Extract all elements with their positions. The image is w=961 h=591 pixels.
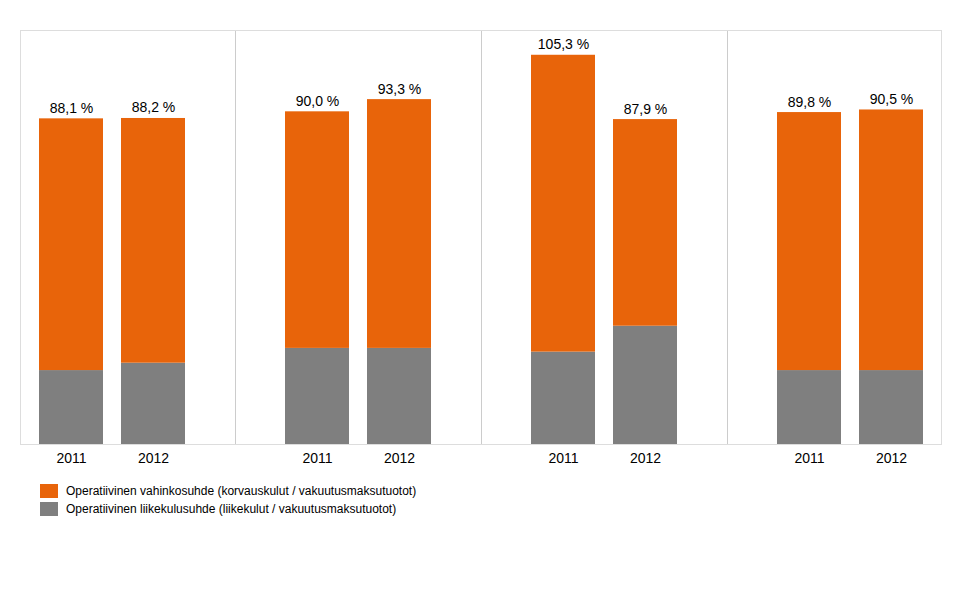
svg-text:2012: 2012 — [138, 450, 169, 466]
svg-text:2011: 2011 — [302, 450, 332, 466]
svg-text:89,8 %: 89,8 % — [788, 94, 832, 110]
svg-text:88,1 %: 88,1 % — [50, 100, 94, 116]
svg-text:2011: 2011 — [548, 450, 578, 466]
svg-text:87,9 %: 87,9 % — [624, 101, 668, 117]
html-text:Operatiivinen vahinkosuhde (ko: Operatiivinen vahinkosuhde (korvauskulut… — [66, 484, 417, 498]
svg-text:105,3 %: 105,3 % — [538, 36, 589, 52]
html-text:Operatiivinen liikekulusuhde (: Operatiivinen liikekulusuhde (liikekulut… — [66, 502, 397, 516]
svg-text:88,2 %: 88,2 % — [132, 99, 176, 115]
svg-text:2012: 2012 — [876, 450, 907, 466]
svg-text:93,3 %: 93,3 % — [378, 81, 422, 97]
svg-text:2011: 2011 — [56, 450, 86, 466]
svg-text:2012: 2012 — [630, 450, 661, 466]
svg-text:90,5 %: 90,5 % — [870, 91, 914, 107]
svg-text:90,0 %: 90,0 % — [296, 93, 340, 109]
svg-text:2011: 2011 — [794, 450, 824, 466]
svg-text:2012: 2012 — [384, 450, 415, 466]
